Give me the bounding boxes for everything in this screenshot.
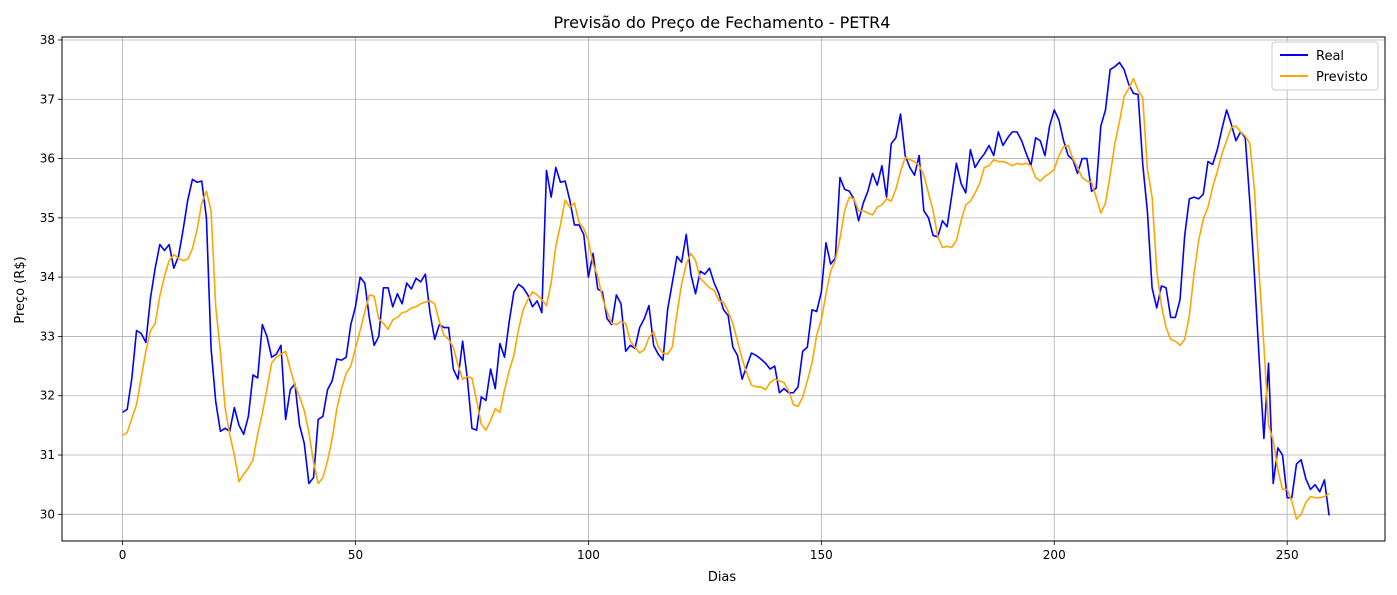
y-tick-label: 38	[40, 33, 55, 47]
y-tick-label: 37	[40, 92, 55, 106]
y-tick-label: 31	[40, 448, 55, 462]
x-axis: 0 50 100 150 200 250	[119, 541, 1299, 562]
legend: Real Previsto	[1271, 41, 1379, 91]
grid	[62, 37, 1385, 541]
x-axis-label: Dias	[708, 570, 737, 585]
legend-label-previsto: Previsto	[1316, 70, 1368, 85]
y-tick-label: 34	[40, 270, 55, 284]
y-tick-label: 30	[40, 507, 55, 521]
series-layer	[122, 61, 1330, 520]
x-tick-label: 250	[1276, 548, 1299, 562]
chart-title: Previsão do Preço de Fechamento - PETR4	[554, 13, 891, 32]
x-tick-label: 150	[810, 548, 833, 562]
x-tick-label: 0	[119, 548, 127, 562]
y-axis-label: Preço (R$)	[13, 256, 28, 323]
x-tick-label: 200	[1043, 548, 1066, 562]
y-tick-label: 32	[40, 389, 55, 403]
y-tick-label: 33	[40, 329, 55, 343]
y-axis: 30 31 32 33 34 35 36 37 38	[40, 33, 62, 521]
series-line-previsto	[122, 77, 1330, 520]
series-line-real	[122, 61, 1330, 516]
plot-frame	[61, 36, 1386, 542]
y-tick-label: 36	[40, 152, 55, 166]
y-tick-label: 35	[40, 211, 55, 225]
legend-label-real: Real	[1316, 49, 1344, 64]
x-tick-label: 100	[577, 548, 600, 562]
x-tick-label: 50	[348, 548, 363, 562]
